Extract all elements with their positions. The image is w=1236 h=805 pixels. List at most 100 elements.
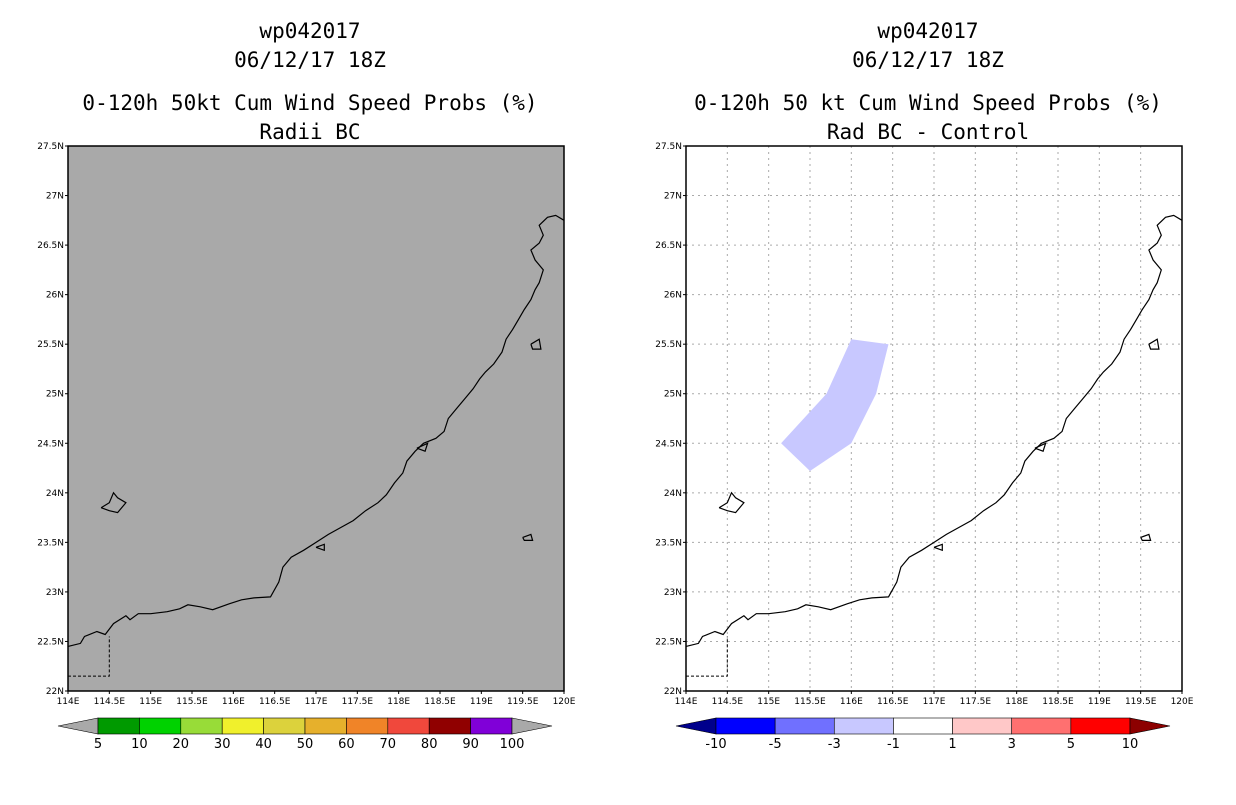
panel2-lat-label: 23.5N — [655, 538, 682, 548]
panel1-lat-label: 27.5N — [37, 142, 64, 152]
panel2-lon-label: 118.5E — [1042, 697, 1074, 707]
panel1-lat-label: 24N — [46, 489, 64, 499]
panel1-island — [530, 338, 542, 350]
panel2-lon-label: 114.5E — [712, 697, 744, 707]
panel1-title-line1: wp042017 — [259, 19, 360, 43]
panel2-colorbar-swatch — [1070, 717, 1131, 735]
panel2-lat-label: 27.5N — [655, 142, 682, 152]
panel1-title-line4: Radii BC — [259, 120, 360, 144]
panel1-colorbar-swatch — [139, 717, 182, 735]
panel1-lat-label: 23N — [46, 588, 64, 598]
panel1-lat-label: 23.5N — [37, 538, 64, 548]
panel2-lat-label: 27N — [664, 192, 682, 202]
panel2-lon-label: 116.5E — [877, 697, 909, 707]
panel1-colorbar-swatch — [428, 717, 471, 735]
panel1-lon-label: 119E — [470, 697, 493, 707]
panel1-colorbar-label: 40 — [255, 737, 272, 752]
panel1-island — [315, 543, 325, 552]
panel2-colorbar-swatch — [1011, 717, 1072, 735]
panel1-colorbar-label: 90 — [462, 737, 479, 752]
panel1-lon-label: 115E — [139, 697, 162, 707]
panel2-colorbar-label: -10 — [705, 737, 726, 752]
panel2-lon-label: 119.5E — [1125, 697, 1157, 707]
panel1-lat-label: 22.5N — [37, 637, 64, 647]
panel1-colorbar-swatch — [221, 717, 264, 735]
panel1-island — [522, 533, 534, 542]
panel1-colorbar-arrow-left — [57, 717, 99, 735]
panel1-lon-label: 120E — [553, 697, 576, 707]
panel1-lon-label: 116E — [222, 697, 245, 707]
panel1-lon-label: 117.5E — [342, 697, 374, 707]
panel2-lat-label: 22.5N — [655, 637, 682, 647]
panel2-colorbar-swatch — [833, 717, 894, 735]
panel1-island — [416, 442, 429, 452]
panel1-lon-label: 116.5E — [259, 697, 291, 707]
panel2-lon-label: 117E — [923, 697, 946, 707]
panel2-colorbar-swatch — [774, 717, 835, 735]
panel2-lat-label: 24.5N — [655, 439, 682, 449]
panel2-coastline — [685, 214, 1183, 647]
panel1-colorbar-label: 60 — [338, 737, 355, 752]
panel2-title-line4: Rad BC - Control — [827, 120, 1029, 144]
panel1-colorbar-swatch — [387, 717, 430, 735]
panel2-lon-label: 118E — [1005, 697, 1028, 707]
panel2-lat-label: 23N — [664, 588, 682, 598]
panel1-lat-label: 25N — [46, 390, 64, 400]
panel1-border — [68, 636, 110, 677]
panel2-lon-label: 116E — [840, 697, 863, 707]
panel1-colorbar-label: 70 — [380, 737, 397, 752]
panel1-colorbar-label: 50 — [297, 737, 314, 752]
panel2-lat-label: 25N — [664, 390, 682, 400]
panel1-lon-label: 119.5E — [507, 697, 539, 707]
panel2-lon-label: 120E — [1171, 697, 1194, 707]
panel2-island — [1034, 442, 1047, 452]
panel1-title-line3: 0-120h 50kt Cum Wind Speed Probs (%) — [82, 91, 537, 115]
panel1-lat-label: 27N — [46, 192, 64, 202]
panel2-colorbar-label: -3 — [828, 737, 841, 752]
panel1-lon-label: 118.5E — [424, 697, 456, 707]
panel2-island — [1148, 338, 1160, 350]
panel1-lat-label: 22N — [46, 687, 64, 697]
panel1-colorbar-label: 20 — [173, 737, 190, 752]
panel1-colorbar-swatch — [97, 717, 140, 735]
panel2-lon-label: 115.5E — [794, 697, 826, 707]
panel1-colorbar-label: 30 — [214, 737, 231, 752]
panel2-title-line3: 0-120h 50 kt Cum Wind Speed Probs (%) — [694, 91, 1162, 115]
panel2-lon-label: 119E — [1088, 697, 1111, 707]
panel1-lon-label: 117E — [305, 697, 328, 707]
panel2-lat-label: 26N — [664, 291, 682, 301]
panel1-colorbar-label: 5 — [94, 737, 102, 752]
panel1-map-background — [68, 146, 564, 691]
panel2-island — [718, 491, 745, 514]
panel1-lon-label: 114E — [57, 697, 80, 707]
panel2-colorbar-label: -1 — [887, 737, 900, 752]
panel1-colorbar-swatch — [346, 717, 389, 735]
panel2-colorbar-swatch — [952, 717, 1013, 735]
panel2-lat-label: 26.5N — [655, 241, 682, 251]
panel2-colorbar: -10 -5 -3 -1 1 3 5 10 — [675, 717, 1171, 752]
panel1-colorbar-arrow-right — [511, 717, 553, 735]
panel1-island — [100, 491, 127, 514]
panel1-map: 114E 114.5E 115E 115.5E 116E 116.5E 117E 117.5E… — [37, 142, 576, 707]
panel1-colorbar-label: 10 — [131, 737, 148, 752]
panel2-lat-label: 25.5N — [655, 340, 682, 350]
panel2-colorbar-arrow-right — [1129, 717, 1171, 735]
panel1-colorbar: 5 10 20 30 40 50 60 70 80 90 100 — [57, 717, 553, 752]
panel1-colorbar-swatch — [263, 717, 306, 735]
panel1-lon-label: 114.5E — [94, 697, 126, 707]
panel2-colorbar-swatch — [715, 717, 776, 735]
panel1-colorbar-swatch — [470, 717, 513, 735]
panel2-lon-label: 114E — [675, 697, 698, 707]
panel1-lon-label: 115.5E — [176, 697, 208, 707]
panel1-colorbar-swatch — [180, 717, 223, 735]
panel1-lon-label: 118E — [387, 697, 410, 707]
panel2-title-line2: 06/12/17 18Z — [852, 48, 1004, 72]
panel1-lat-label: 24.5N — [37, 439, 64, 449]
panel2-island — [1140, 533, 1152, 542]
panel2-colorbar-arrow-left — [675, 717, 717, 735]
panel1-colorbar-label: 80 — [421, 737, 438, 752]
panel2-lon-label: 117.5E — [960, 697, 992, 707]
panel2-colorbar-label: -5 — [769, 737, 782, 752]
panel1-title-line2: 06/12/17 18Z — [234, 48, 386, 72]
